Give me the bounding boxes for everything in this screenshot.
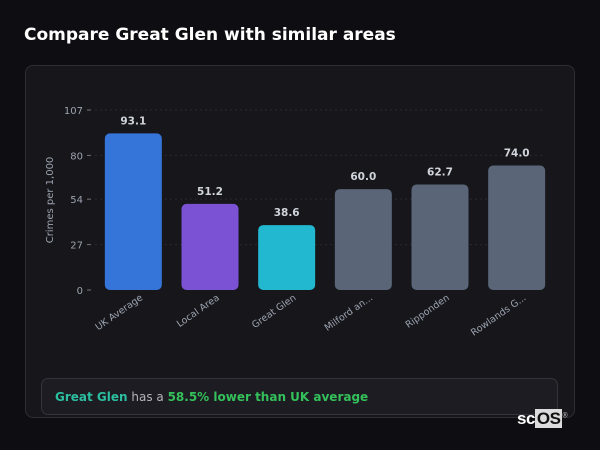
y-tick-label: 0 xyxy=(77,286,83,297)
summary-text: has a xyxy=(127,390,168,404)
y-axis-label: Crimes per 1,000 xyxy=(45,157,56,244)
bar-value-label: 93.1 xyxy=(120,115,146,127)
y-tick-label: 54 xyxy=(70,195,83,206)
bar xyxy=(411,184,469,290)
y-tick-label: 107 xyxy=(64,106,83,117)
y-tick-label: 80 xyxy=(70,151,83,162)
page-title: Compare Great Glen with similar areas xyxy=(24,25,396,45)
bar-value-label: 38.6 xyxy=(274,207,300,219)
bar-value-label: 62.7 xyxy=(427,167,453,179)
summary-box: Great Glen has a 58.5% lower than UK ave… xyxy=(41,378,558,415)
bar-value-label: 51.2 xyxy=(197,186,223,198)
bar xyxy=(488,165,546,290)
x-tick-label: Great Glen xyxy=(250,292,298,330)
bar-value-label: 60.0 xyxy=(350,171,376,183)
bar xyxy=(181,203,239,290)
bar xyxy=(334,189,392,290)
y-tick-label: 27 xyxy=(70,241,83,252)
scos-logo: sc OS ® xyxy=(517,409,568,428)
x-tick-label: UK Average xyxy=(94,292,146,333)
x-tick-label: Rowlands G... xyxy=(469,292,528,338)
bar-value-label: 74.0 xyxy=(504,148,530,160)
x-tick-label: Milford an... xyxy=(323,292,375,333)
bar xyxy=(104,133,162,290)
x-tick-label: Ripponden xyxy=(404,292,452,330)
x-tick-label: Local Area xyxy=(175,292,222,329)
summary-area: Great Glen xyxy=(55,390,128,404)
bar xyxy=(258,225,316,290)
summary-comparison: 58.5% lower than UK average xyxy=(167,390,369,404)
